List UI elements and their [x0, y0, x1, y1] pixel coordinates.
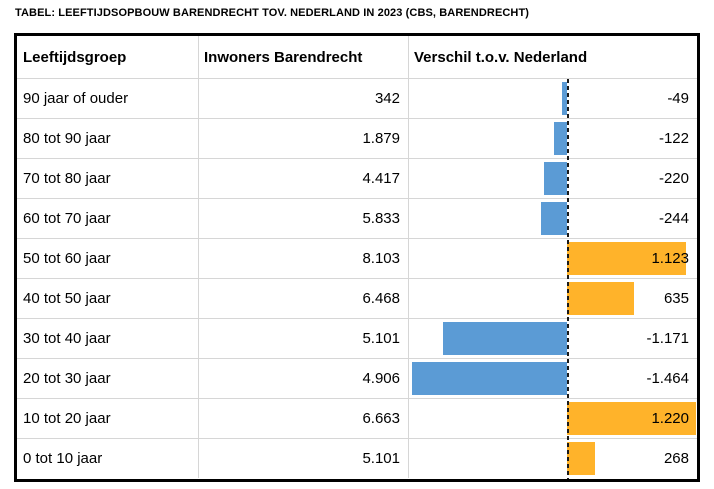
difference-value: 635: [663, 290, 689, 307]
difference-value: -122: [658, 130, 689, 147]
positive-difference-bar: [567, 282, 634, 315]
difference-cell: 1.220: [409, 399, 697, 438]
age-group-cell: 10 tot 20 jaar: [17, 399, 199, 438]
difference-cell: 635: [409, 279, 697, 318]
table-body: 90 jaar of ouder 342 -49 80 tot 90 jaar 1.87…: [17, 79, 697, 478]
inhabitants-cell: 8.103: [199, 239, 409, 278]
age-distribution-table: Leeftijdsgroep Inwoners Barendrecht Vers…: [14, 33, 700, 482]
difference-value: 1.220: [651, 410, 689, 427]
difference-value: -1.171: [646, 330, 689, 347]
difference-cell: -220: [409, 159, 697, 198]
difference-value: 1.123: [651, 250, 689, 267]
difference-cell: -122: [409, 119, 697, 158]
positive-difference-bar: [567, 242, 686, 275]
difference-value: -220: [658, 170, 689, 187]
age-group-cell: 90 jaar of ouder: [17, 79, 199, 118]
negative-difference-bar: [412, 362, 567, 395]
age-group-cell: 50 tot 60 jaar: [17, 239, 199, 278]
positive-difference-bar: [567, 402, 696, 435]
difference-cell: 1.123: [409, 239, 697, 278]
inhabitants-cell: 5.101: [199, 439, 409, 478]
age-group-cell: 40 tot 50 jaar: [17, 279, 199, 318]
positive-difference-bar: [567, 442, 595, 475]
age-group-cell: 20 tot 30 jaar: [17, 359, 199, 398]
difference-cell: -244: [409, 199, 697, 238]
table-row: 10 tot 20 jaar 6.663 1.220: [17, 399, 697, 439]
difference-cell: -49: [409, 79, 697, 118]
difference-cell: 268: [409, 439, 697, 478]
column-header-difference: Verschil t.o.v. Nederland: [414, 48, 588, 66]
table-row: 90 jaar of ouder 342 -49: [17, 79, 697, 119]
table-row: 70 tot 80 jaar 4.417 -220: [17, 159, 697, 199]
inhabitants-cell: 5.833: [199, 199, 409, 238]
difference-value: -49: [667, 90, 689, 107]
table-title: TABEL: LEEFTIJDSOPBOUW BARENDRECHT TOV. …: [15, 7, 530, 19]
inhabitants-cell: 6.468: [199, 279, 409, 318]
age-group-cell: 70 tot 80 jaar: [17, 159, 199, 198]
inhabitants-cell: 5.101: [199, 319, 409, 358]
column-header-inhabitants: Inwoners Barendrecht: [199, 36, 409, 78]
difference-cell: -1.464: [409, 359, 697, 398]
zero-axis-line: [567, 79, 569, 479]
age-group-cell: 60 tot 70 jaar: [17, 199, 199, 238]
negative-difference-bar: [541, 202, 567, 235]
table-row: 60 tot 70 jaar 5.833 -244: [17, 199, 697, 239]
inhabitants-cell: 4.906: [199, 359, 409, 398]
table-header-row: Leeftijdsgroep Inwoners Barendrecht Vers…: [17, 36, 697, 79]
negative-difference-bar: [443, 322, 567, 355]
inhabitants-cell: 1.879: [199, 119, 409, 158]
inhabitants-cell: 4.417: [199, 159, 409, 198]
age-group-cell: 30 tot 40 jaar: [17, 319, 199, 358]
table-row: 80 tot 90 jaar 1.879 -122: [17, 119, 697, 159]
inhabitants-cell: 342: [199, 79, 409, 118]
difference-value: -244: [658, 210, 689, 227]
inhabitants-cell: 6.663: [199, 399, 409, 438]
table-row: 30 tot 40 jaar 5.101 -1.171: [17, 319, 697, 359]
column-header-age-group: Leeftijdsgroep: [17, 36, 199, 78]
difference-value: 268: [663, 450, 689, 467]
table-row: 0 tot 10 jaar 5.101 268: [17, 439, 697, 478]
table-row: 50 tot 60 jaar 8.103 1.123: [17, 239, 697, 279]
negative-difference-bar: [554, 122, 567, 155]
age-group-cell: 80 tot 90 jaar: [17, 119, 199, 158]
negative-difference-bar: [562, 82, 567, 115]
table-row: 40 tot 50 jaar 6.468 635: [17, 279, 697, 319]
negative-difference-bar: [544, 162, 567, 195]
difference-cell: -1.171: [409, 319, 697, 358]
difference-value: -1.464: [646, 370, 689, 387]
age-group-cell: 0 tot 10 jaar: [17, 439, 199, 478]
table-row: 20 tot 30 jaar 4.906 -1.464: [17, 359, 697, 399]
